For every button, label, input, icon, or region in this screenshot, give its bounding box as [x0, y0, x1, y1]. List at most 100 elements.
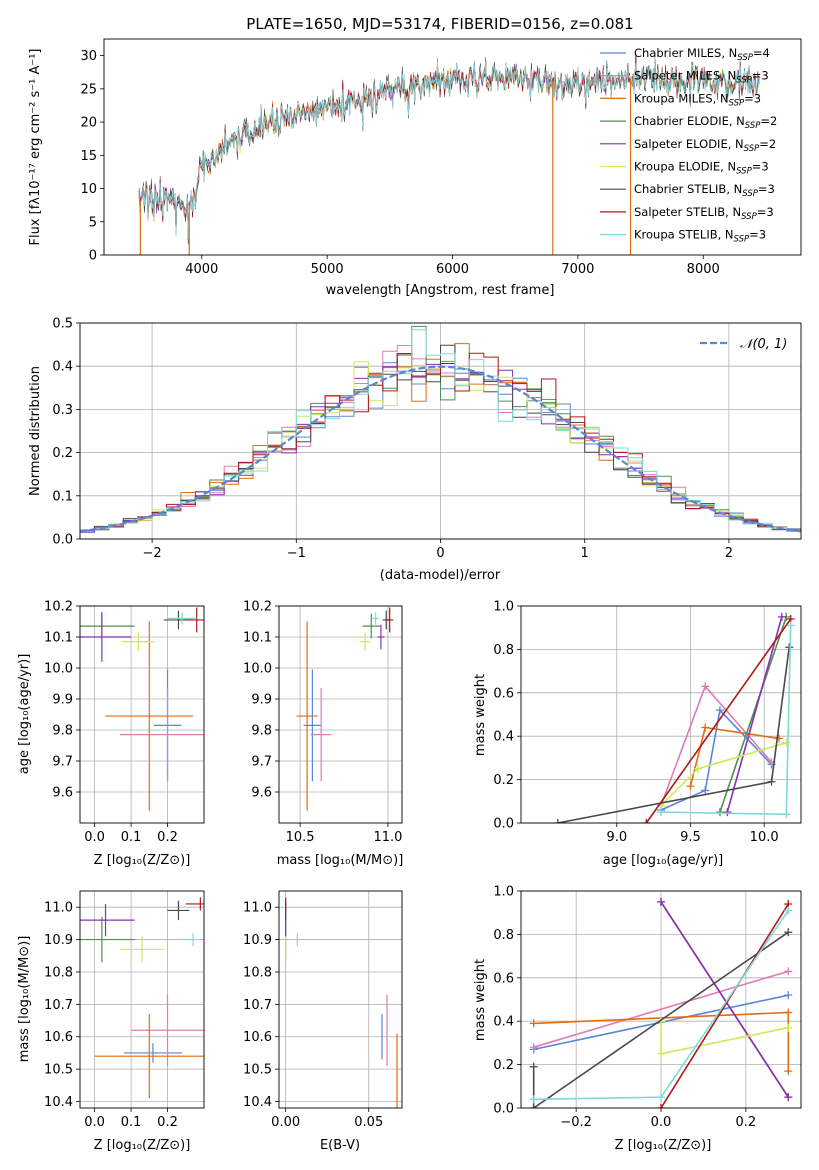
- mass-vs-Z-point-kroupa-stelib: [182, 933, 204, 947]
- mass-vs-Z-point-chabrier-elodie: [80, 916, 135, 963]
- normal-curve: [80, 365, 801, 533]
- histogram-chabrier-elodie: [80, 325, 801, 534]
- mass-vs-Z-xtick-label: 0.0: [84, 1115, 105, 1130]
- mass-vs-EBV-xlabel: E(B-V): [320, 1138, 360, 1153]
- mass-vs-Z-point-salpeter-miles: [131, 994, 204, 1066]
- spectrum-ytick-label: 20: [80, 116, 97, 131]
- spectrum-series-kroupa-stelib: [138, 56, 760, 239]
- mass-vs-Z-ytick-label: 10.5: [44, 1063, 73, 1078]
- age-vs-mass-point-salpeter-stelib: [386, 607, 394, 633]
- age-vs-Z-ylabel: age [log₁₀(age/yr)]: [17, 654, 32, 775]
- mass-weight-vs-Z-series-salpeter-elodie-marker: [657, 897, 665, 906]
- spectrum-xtick-label: 8000: [687, 262, 720, 277]
- mass-weight-vs-Z-ytick-label: 0.8: [493, 928, 514, 943]
- age-vs-mass-ytick-label: 9.8: [251, 724, 272, 739]
- mass-weight-vs-age-series-kroupa-stelib-marker: [657, 808, 665, 817]
- age-vs-mass-point-salpeter-miles: [310, 688, 332, 782]
- mass-weight-vs-Z-series-kroupa-miles-marker: [529, 1019, 538, 1028]
- age-vs-mass-ytick-label: 10.2: [243, 600, 272, 615]
- spectrum-xtick-label: 6000: [436, 262, 469, 277]
- age-vs-Z-xtick-label: 0.2: [157, 830, 178, 845]
- residuals-ylabel: Normed distribution: [28, 366, 43, 496]
- age-vs-mass-xtick-label: 11.0: [373, 830, 402, 845]
- age-vs-Z-xtick-label: 0.0: [84, 830, 105, 845]
- residuals-ytick-label: 0.0: [52, 533, 73, 548]
- spectrum-series: [138, 53, 760, 255]
- mass-weight-vs-Z-series-salpeter-miles-marker: [784, 967, 793, 976]
- mass-weight-vs-age-series-kroupa-elodie-marker: [782, 738, 791, 747]
- mass-vs-EBV-ytick-label: 10.7: [243, 998, 272, 1013]
- legend-entry: Salpeter STELIB, NSSP=3: [634, 205, 774, 222]
- age-vs-Z-point-kroupa-stelib: [167, 612, 197, 625]
- mass-weight-vs-Z-series-kroupa-stelib-marker: [784, 906, 793, 915]
- legend-entry: Kroupa MILES, NSSP=3: [634, 91, 761, 108]
- age-vs-mass-ytick-label: 9.6: [251, 786, 272, 801]
- mass-vs-Z-ytick-label: 10.8: [44, 965, 73, 980]
- residuals-xtick-label: −2: [143, 546, 162, 561]
- legend-entry: Salpeter ELODIE, NSSP=2: [634, 137, 776, 154]
- spectrum-ytick-label: 0: [89, 249, 97, 264]
- mass-vs-Z-point-kroupa-miles: [94, 1014, 204, 1099]
- mass-vs-EBV-ytick-label: 10.6: [243, 1030, 272, 1045]
- mass-weight-vs-age-series-salpeter-stelib: [645, 618, 792, 823]
- age-vs-Z-point-salpeter-elodie: [80, 612, 132, 662]
- age-vs-Z-ytick-label: 10.0: [44, 662, 73, 677]
- mass-weight-vs-age-axes: 9.0 9.5 10.0 0.0 0.2 0.4 0.6 0.8 1.0: [493, 600, 801, 845]
- spectrum-ytick-label: 30: [80, 49, 97, 64]
- legend-entry: Chabrier STELIB, NSSP=3: [634, 182, 775, 199]
- mass-weight-Z-ylabel: mass weight: [473, 959, 488, 1041]
- mass-vs-Z-ytick-label: 10.9: [44, 933, 73, 948]
- mass-weight-vs-age-series-kroupa-miles-marker: [686, 782, 695, 791]
- mass-vs-EBV-xtick-label: 0.05: [354, 1115, 383, 1130]
- mass-vs-Z-point-salpeter-elodie: [80, 903, 135, 937]
- mass-weight-vs-age-series-salpeter-elodie-marker: [777, 612, 786, 621]
- histogram-salpeter-stelib: [80, 352, 801, 533]
- spectrum-xtick-label: 5000: [311, 262, 344, 277]
- legend-entry: Kroupa STELIB, NSSP=3: [634, 228, 766, 245]
- mass-weight-vs-age-series-kroupa-elodie-marker: [693, 764, 702, 773]
- mass-vs-Z-ytick-label: 10.6: [44, 1030, 73, 1045]
- residuals-ytick-label: 0.5: [52, 317, 73, 332]
- age-vs-mass-xlabel: mass [log₁₀(M/M⊙)]: [277, 853, 404, 868]
- age-vs-mass-point-kroupa-stelib: [372, 612, 380, 625]
- mass-weight-vs-age-ytick-label: 0.2: [493, 773, 514, 788]
- spectrum-xtick-label: 4000: [185, 262, 218, 277]
- mass-weight-vs-Z-ytick-label: 1.0: [493, 885, 514, 900]
- mass-weight-vs-age-ytick-label: 0.0: [493, 817, 514, 832]
- mass-weight-vs-age-series-kroupa-miles-marker: [774, 734, 783, 743]
- age-vs-Z-point-salpeter-miles: [120, 688, 204, 782]
- age-vs-Z-ytick-label: 9.6: [52, 786, 73, 801]
- mass-vs-EBV-ytick-label: 10.8: [243, 965, 272, 980]
- mass-vs-EBV-axes: 0.00 0.05 10.4 10.5 10.6 10.7 10.8 10.9 11.0: [243, 891, 402, 1130]
- mass-weight-vs-age-xtick-label: 9.0: [606, 830, 627, 845]
- spectrum-frame: [103, 38, 802, 256]
- mass-vs-Z-point-chabrier-miles: [123, 1043, 183, 1063]
- mass-weight-vs-age-ytick-label: 1.0: [493, 600, 514, 615]
- mass-vs-Z-frame: [79, 890, 205, 1109]
- spectrum-ylabel: Flux [fλ10⁻¹⁷ erg cm⁻² s⁻¹ A⁻¹]: [28, 49, 43, 246]
- age-vs-Z-point-salpeter-stelib: [182, 607, 204, 633]
- mass-vs-EBV-ytick-label: 10.4: [243, 1095, 272, 1110]
- age-vs-Z-ytick-label: 9.9: [52, 693, 73, 708]
- mass-vs-Z-xlabel: Z [log₁₀(Z/Z⊙)]: [94, 1138, 191, 1153]
- residuals-xlabel: (data-model)/error: [380, 568, 501, 583]
- mass-vs-Z-ylabel: mass [log₁₀(M/M⊙)]: [17, 936, 32, 1063]
- mass-weight-vs-Z-xtick-label: 0.2: [736, 1115, 757, 1130]
- mass-vs-Z-ytick-label: 10.4: [44, 1095, 73, 1110]
- mass-weight-vs-Z-series-chabrier-miles-marker: [784, 991, 793, 1000]
- mass-weight-vs-Z-series-kroupa-stelib-marker: [657, 1093, 665, 1102]
- residuals-ytick-label: 0.4: [52, 360, 73, 375]
- mass-vs-EBV-points: [285, 897, 398, 1108]
- mass-weight-vs-age-series: [553, 612, 795, 823]
- residuals-legend: 𝒩(0, 1): [700, 337, 787, 352]
- age-vs-mass-ytick-label: 9.7: [251, 755, 272, 770]
- residuals-axes: −2 −1 0 1 2 0.0 0.1 0.2 0.3 0.4 0.5: [52, 317, 801, 561]
- legend-entry: Chabrier ELODIE, NSSP=2: [634, 114, 777, 131]
- age-vs-Z-axes: 0.0 0.1 0.2 9.6 9.7 9.8 9.9 10.0 10.1 10.2: [44, 600, 204, 845]
- mass-weight-vs-Z-series-chabrier-stelib-marker: [784, 928, 793, 937]
- mass-weight-vs-Z-ytick-label: 0.6: [493, 971, 514, 986]
- mass-weight-vs-age-series-salpeter-elodie-marker: [723, 808, 732, 817]
- age-vs-mass-axes: 10.5 11.0 9.6 9.7 9.8 9.9 10.0 10.1 10.2: [243, 600, 402, 846]
- age-vs-mass-point-kroupa-miles: [296, 621, 318, 811]
